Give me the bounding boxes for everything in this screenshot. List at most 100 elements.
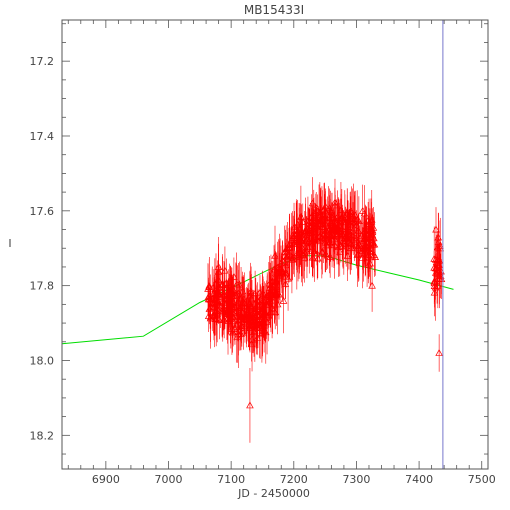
- data-point: [369, 227, 377, 259]
- data-point: [350, 195, 359, 262]
- point-marker: [283, 244, 292, 252]
- point-marker: [225, 301, 233, 309]
- data-point: [205, 259, 214, 312]
- point-marker: [297, 236, 305, 244]
- point-marker: [321, 214, 329, 222]
- data-point: [276, 255, 284, 296]
- data-point: [279, 268, 288, 334]
- data-point: [281, 268, 290, 299]
- point-marker: [300, 253, 309, 261]
- point-marker: [316, 232, 324, 239]
- point-marker: [246, 299, 254, 307]
- data-point: [302, 211, 310, 251]
- point-marker: [353, 216, 361, 223]
- point-marker: [235, 303, 244, 311]
- point-marker: [246, 401, 254, 409]
- data-point: [358, 184, 367, 238]
- data-point: [227, 274, 235, 335]
- data-point: [272, 253, 280, 307]
- y-tick-label: 18.2: [30, 429, 55, 442]
- data-point: [316, 217, 324, 255]
- point-marker: [227, 300, 235, 308]
- point-marker: [347, 208, 355, 216]
- y-tick-label: 17.8: [30, 280, 55, 293]
- data-point: [232, 305, 241, 345]
- y-tick-label: 17.4: [30, 130, 55, 143]
- point-marker: [248, 335, 256, 343]
- point-marker: [261, 328, 270, 336]
- data-point: [210, 282, 219, 333]
- point-marker: [338, 214, 346, 222]
- data-point: [285, 228, 294, 279]
- point-marker: [268, 304, 276, 312]
- data-point: [330, 211, 339, 279]
- point-marker: [276, 271, 284, 279]
- point-marker: [223, 308, 231, 316]
- point-marker: [331, 201, 339, 209]
- point-marker: [213, 310, 221, 317]
- data-point: [234, 300, 243, 368]
- data-point: [307, 217, 316, 267]
- data-point: [214, 265, 222, 323]
- data-point: [265, 262, 273, 328]
- point-marker: [349, 212, 358, 220]
- data-point: [300, 232, 309, 283]
- point-marker: [346, 244, 354, 252]
- point-marker: [364, 244, 372, 252]
- point-marker: [279, 296, 288, 304]
- point-marker: [286, 239, 294, 247]
- point-marker: [432, 225, 440, 233]
- data-point: [232, 262, 240, 327]
- data-point: [246, 367, 254, 443]
- point-marker: [358, 206, 367, 214]
- point-marker: [232, 280, 241, 288]
- x-tick-label: 7100: [217, 473, 245, 486]
- point-marker: [434, 281, 442, 289]
- data-point: [258, 270, 267, 339]
- point-marker: [256, 295, 265, 303]
- chart-title: MB15433I: [244, 3, 304, 17]
- point-marker: [435, 349, 443, 356]
- data-point: [323, 215, 332, 269]
- data-point: [218, 254, 227, 314]
- data-point: [247, 266, 255, 320]
- point-marker: [338, 230, 347, 238]
- point-marker: [253, 333, 262, 341]
- data-point: [436, 253, 445, 299]
- point-marker: [214, 263, 223, 270]
- y-tick-label: 18.0: [30, 354, 55, 367]
- point-marker: [206, 295, 215, 303]
- point-marker: [307, 238, 316, 246]
- x-tick-label: 7300: [342, 473, 370, 486]
- data-point: [283, 222, 292, 275]
- data-point: [238, 305, 246, 347]
- data-point: [308, 177, 317, 230]
- data-point: [296, 203, 304, 256]
- point-marker: [292, 229, 301, 237]
- x-tick-label: 7200: [280, 473, 308, 486]
- point-marker: [234, 330, 243, 338]
- point-marker: [330, 241, 339, 249]
- data-point: [436, 217, 445, 279]
- point-marker: [430, 254, 438, 262]
- point-marker: [218, 279, 227, 287]
- data-point: [354, 213, 363, 279]
- axes-frame: [61, 19, 489, 470]
- point-marker: [214, 290, 222, 297]
- data-point: [432, 207, 440, 252]
- data-point: [434, 263, 442, 309]
- point-marker: [281, 258, 290, 266]
- data-point: [242, 300, 251, 338]
- data-point: [347, 196, 355, 229]
- data-point: [269, 277, 277, 311]
- point-marker: [436, 272, 445, 279]
- point-marker: [368, 281, 376, 289]
- point-marker: [369, 238, 377, 246]
- x-tick-label: 7000: [155, 473, 183, 486]
- point-marker: [285, 249, 294, 257]
- plot-frame: [61, 19, 489, 470]
- point-marker: [289, 254, 298, 262]
- point-marker: [302, 227, 310, 235]
- data-point: [289, 242, 298, 275]
- data-point: [253, 321, 262, 355]
